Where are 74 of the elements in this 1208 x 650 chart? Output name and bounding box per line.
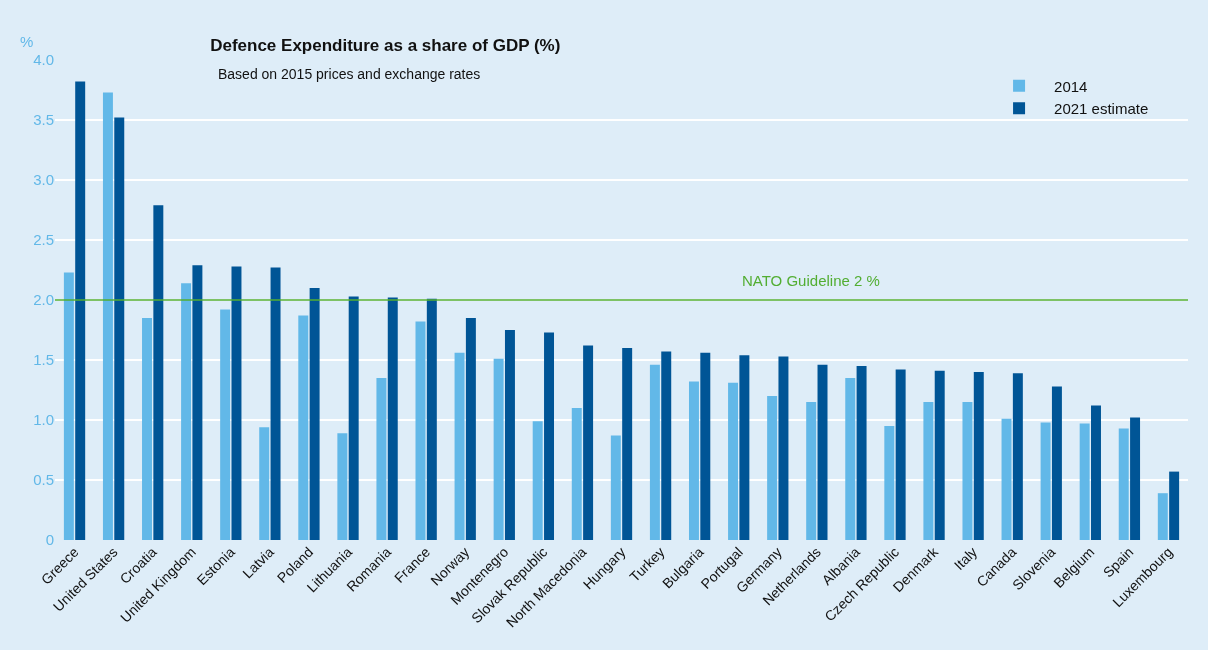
- bar: [688, 381, 699, 540]
- bar: [153, 205, 164, 540]
- bar: [114, 117, 125, 540]
- bar: [1169, 471, 1180, 540]
- bar: [415, 321, 426, 540]
- bar: [270, 267, 281, 540]
- y-tick-label: 0: [45, 531, 54, 549]
- bar: [309, 288, 320, 540]
- bar: [63, 272, 74, 540]
- bar: [544, 332, 555, 540]
- bar: [1130, 417, 1141, 540]
- bar: [571, 408, 582, 540]
- bar: [962, 402, 973, 540]
- bar: [454, 352, 465, 540]
- bar: [661, 351, 672, 540]
- y-tick-label: 1.5: [33, 351, 54, 369]
- bar: [337, 433, 348, 540]
- bar: [1001, 418, 1012, 540]
- bar: [376, 378, 387, 540]
- bar: [1079, 423, 1090, 540]
- bar: [298, 315, 309, 540]
- bar: [884, 426, 895, 540]
- y-tick-label: 2.5: [33, 231, 54, 249]
- bar: [739, 355, 750, 540]
- bar: [649, 364, 660, 540]
- bar: [504, 330, 515, 540]
- y-axis-title: %: [20, 33, 34, 50]
- bar: [192, 265, 203, 540]
- bar: [973, 372, 984, 540]
- x-tick-label: Italy: [950, 543, 981, 574]
- bar: [1157, 493, 1168, 540]
- bar: [778, 356, 789, 540]
- bar: [75, 81, 86, 540]
- bar: [728, 382, 739, 540]
- y-tick-label: 4.0: [33, 51, 54, 69]
- bar: [806, 402, 817, 540]
- bar: [895, 369, 906, 540]
- bar: [622, 348, 633, 540]
- bar: [1012, 373, 1023, 540]
- bar: [1118, 428, 1129, 540]
- y-tick-label: 0.5: [33, 471, 54, 489]
- bar: [767, 396, 778, 540]
- y-tick-label: 2.0: [33, 291, 54, 309]
- bar: [142, 318, 152, 540]
- bar: [923, 402, 934, 540]
- bar: [1051, 386, 1062, 540]
- bar: [220, 309, 231, 540]
- bar: [934, 370, 945, 540]
- bar: [532, 421, 543, 540]
- chart-title: Defence Expenditure as a share of GDP (%): [210, 36, 561, 56]
- bar: [465, 318, 476, 540]
- bar: [1040, 422, 1051, 540]
- y-tick-label: 3.5: [33, 111, 54, 129]
- bar: [610, 435, 621, 540]
- bar: [817, 364, 828, 540]
- bar: [259, 427, 270, 540]
- bar: [845, 378, 856, 540]
- bar: [231, 266, 242, 540]
- y-tick-label: 3.0: [33, 171, 54, 189]
- bar: [181, 283, 192, 540]
- chart-subtitle: Based on 2015 prices and exchange rates: [218, 66, 481, 82]
- bar: [387, 297, 398, 540]
- bar: [583, 345, 594, 540]
- ref-line-label: NATO Guideline 2 %: [742, 272, 880, 289]
- legend-label: 2014: [1054, 77, 1088, 95]
- bar: [102, 92, 113, 540]
- bar: [348, 296, 359, 540]
- bar: [856, 366, 867, 540]
- y-tick-label: 1.0: [33, 411, 54, 429]
- legend-label: 2021 estimate: [1054, 100, 1149, 118]
- bar: [700, 352, 711, 540]
- bar: [426, 298, 437, 540]
- bar: [493, 358, 504, 540]
- bar: [1091, 405, 1101, 540]
